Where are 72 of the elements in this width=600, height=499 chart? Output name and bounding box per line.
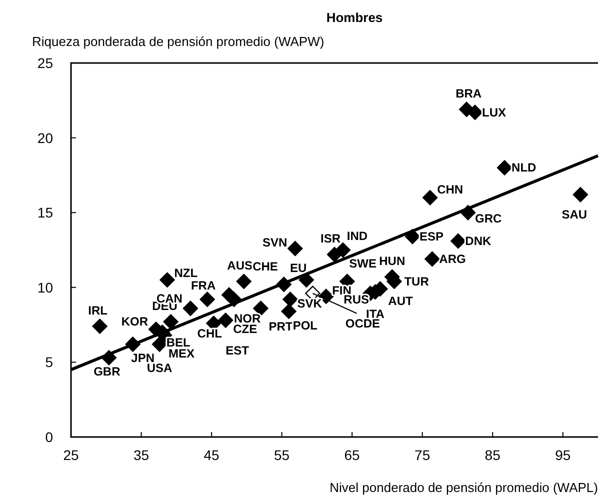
chart-title: Hombres [326,10,383,25]
x-tick-label: 55 [274,447,290,463]
annotation: DNK [465,234,492,248]
x-tick-label: 45 [204,447,220,463]
annotation: SVK [297,296,322,310]
annotation: SWE [349,256,376,270]
point [422,190,438,206]
point [163,314,178,330]
annotation: GRC [475,212,502,226]
annotation: LUX [482,105,506,120]
point [404,228,420,244]
point [125,336,140,352]
point [253,300,268,316]
point [276,276,292,292]
annotation: AUT [388,294,414,308]
annotation: USA [146,361,173,376]
annotation: AUS [227,258,253,272]
x-tick-label: 95 [555,447,571,463]
annotation: POL [292,318,318,332]
annotation: IND [346,229,368,243]
point [335,242,351,258]
annotation: FRA [190,278,216,292]
annotation: SVN [262,236,288,250]
annotation: ISR [320,231,341,246]
annotation: ARG [439,252,466,266]
point [450,233,466,249]
y-tick-label: 20 [37,130,54,146]
annotation: KOR [121,314,148,328]
y-axis-title: Riqueza ponderada de pensión promedio (WAPW) [32,34,324,49]
point [92,318,108,334]
y-tick-label: 25 [37,55,54,71]
annotation: CHN [437,182,464,197]
x-tick-label: 65 [344,447,360,463]
annotation: HUN [379,254,406,268]
point [572,187,588,202]
point [101,350,117,366]
point [182,300,198,316]
annotation: EST [226,343,250,358]
annotation: NZL [174,266,198,280]
point [298,272,314,288]
annotation: BRA [456,86,482,100]
annotation: EU [290,260,307,275]
point [160,272,175,288]
annotation: SAU [562,208,588,222]
x-axis-title: Nivel ponderado de pensión promedio (WAPL) [330,480,598,495]
annotation: CHE [252,259,278,274]
y-tick-label: 5 [45,354,54,370]
point [424,251,440,267]
point [496,160,512,176]
annotation: IRL [88,303,108,318]
point [281,304,296,319]
point [467,104,483,120]
y-tick-label: 0 [45,429,54,445]
x-tick-label: 25 [63,447,79,463]
annotation: ESP [419,230,444,244]
annotation: PRT [268,319,294,334]
point [152,336,168,352]
point [282,292,298,307]
point [218,312,234,328]
point [288,240,303,256]
point [460,205,476,220]
x-tick-label: 85 [484,447,501,463]
y-tick-label: 10 [37,279,54,296]
point [200,292,215,307]
annotation: NLD [512,160,537,175]
annotation: CHL [197,326,222,340]
point [236,274,252,290]
annotation: TUR [404,274,430,288]
x-tick-label: 35 [133,447,150,463]
y-tick-label: 15 [37,204,54,221]
x-tick-label: 75 [414,447,430,463]
annotation: GBR [94,364,121,379]
